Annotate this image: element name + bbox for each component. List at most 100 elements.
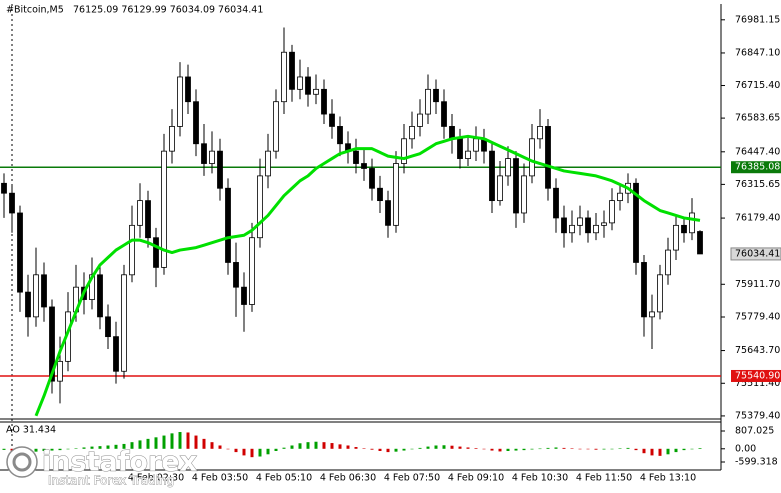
indicator-bar — [210, 442, 214, 449]
indicator-bar — [410, 448, 414, 450]
candle-body — [193, 101, 199, 145]
indicator-bar — [474, 448, 478, 449]
moving-average — [34, 134, 701, 417]
indicator-bar — [522, 448, 526, 451]
candle-body — [185, 76, 191, 103]
candle-body — [433, 88, 439, 103]
y-tick-label: 76447.40 — [735, 146, 780, 157]
candle-body — [465, 150, 471, 159]
candle-body — [497, 175, 503, 202]
x-tick-label: 4 Feb 07:50 — [384, 473, 440, 484]
brand: instaforex — [42, 447, 197, 478]
indicator-bar — [194, 435, 198, 449]
candle-body — [209, 150, 215, 164]
indicator-bar — [146, 438, 150, 449]
x-tick-label: 4 Feb 11:50 — [576, 473, 632, 484]
candle-body — [609, 200, 615, 224]
y-tick-label: 75643.70 — [735, 345, 780, 356]
indicator-bar — [130, 442, 134, 449]
candle-body — [225, 187, 231, 263]
candle-body — [585, 217, 591, 234]
candle-body — [697, 231, 703, 255]
candle-body — [265, 150, 271, 177]
candle-body — [49, 306, 55, 382]
candle-body — [617, 192, 623, 202]
candle-body — [153, 237, 159, 268]
candle-body — [321, 88, 327, 115]
indicator-bar — [514, 448, 518, 451]
candle-body — [145, 200, 151, 239]
logo — [6, 446, 38, 478]
candle-body — [17, 212, 23, 293]
indicator-bar — [458, 446, 462, 449]
indicator-bar — [314, 441, 318, 449]
indicator-bar — [298, 443, 302, 449]
logo-ring — [12, 452, 32, 472]
candle-body — [361, 163, 367, 169]
indicator-bar — [482, 448, 486, 450]
y-tick-label: 75779.40 — [735, 312, 780, 323]
indicator-bar — [466, 447, 470, 449]
indicator-bar — [122, 443, 126, 449]
indicator-bar — [658, 448, 662, 456]
candle-body — [169, 126, 175, 152]
candle-body — [289, 51, 295, 90]
candle-body — [377, 187, 383, 202]
indicator-bar — [674, 448, 678, 453]
indicator-bar — [226, 448, 230, 450]
indicator-bar — [378, 448, 382, 451]
x-tick-label: 4 Feb 06:30 — [320, 473, 376, 484]
watermark: instaforex Instant Forex Trading — [6, 446, 198, 488]
indicator-bar — [442, 445, 446, 449]
indicator-bar — [618, 448, 622, 449]
candle-body — [233, 262, 239, 288]
candle-body — [353, 150, 359, 164]
candle-body — [177, 76, 183, 127]
indicator-bar — [490, 448, 494, 451]
candle-body — [129, 224, 135, 276]
chart-title: #Bitcoin,M5 — [6, 5, 64, 16]
indicator-bar — [330, 443, 334, 449]
candle-body — [41, 274, 47, 308]
candle-body — [9, 192, 15, 214]
candle-body — [561, 217, 567, 234]
candle-body — [441, 101, 447, 127]
indicator-bar — [690, 448, 694, 450]
candle-body — [513, 158, 519, 214]
candle-body — [297, 76, 303, 90]
candle-body — [33, 274, 39, 318]
candle-body — [553, 187, 559, 219]
candle-body — [521, 175, 527, 214]
indicator-bar — [434, 445, 438, 449]
indicator-bar — [346, 445, 350, 449]
candle-body — [329, 113, 335, 127]
indicator-bar — [58, 448, 62, 451]
candle-body — [257, 175, 263, 239]
candle-body — [569, 224, 575, 234]
candle-body — [449, 126, 455, 140]
x-tick-label: 4 Feb 13:10 — [640, 473, 696, 484]
ohlc-label: 76125.09 76129.99 76034.09 76034.41 — [73, 5, 263, 16]
candle-body — [537, 126, 543, 140]
y-tick-label: 76583.65 — [735, 113, 780, 124]
candle-body — [489, 150, 495, 202]
candle-body — [137, 200, 143, 226]
indicator-bar — [258, 448, 262, 457]
indicator-bar — [282, 447, 286, 449]
indicator-bar — [82, 447, 86, 449]
indicator-bar — [530, 448, 534, 450]
indicator-bar — [170, 433, 174, 449]
indicator-bar — [682, 448, 686, 451]
x-tick-label: 4 Feb 03:50 — [192, 473, 248, 484]
candle-body — [593, 224, 599, 234]
indicator-bar — [274, 448, 278, 451]
indicator-bar — [74, 448, 78, 449]
indicator-bar — [506, 448, 510, 451]
indicator-label: AO 31.434 — [6, 425, 56, 436]
indicator-bar — [250, 448, 254, 458]
candle-body — [97, 274, 103, 318]
candle-body — [673, 224, 679, 251]
candle-body — [369, 168, 375, 189]
level-label: 76385.08 — [735, 162, 780, 173]
